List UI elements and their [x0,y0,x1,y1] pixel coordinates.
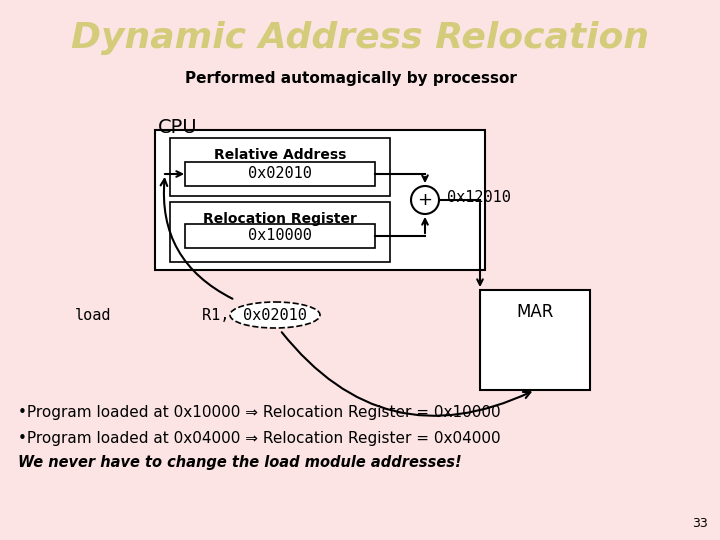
Bar [185,224,375,248]
Text: 0x02010: 0x02010 [248,166,312,181]
FancyArrowPatch shape [282,332,531,416]
Bar [185,162,375,186]
Text: 0x10000: 0x10000 [248,228,312,244]
Ellipse shape [230,302,320,328]
Text: CPU: CPU [158,118,197,137]
Text: Dynamic Address Relocation: Dynamic Address Relocation [71,21,649,55]
FancyArrowPatch shape [161,179,233,299]
Text: •Program loaded at 0x04000 ⇒ Relocation Register = 0x04000: •Program loaded at 0x04000 ⇒ Relocation … [18,430,500,445]
Bar [480,290,590,390]
Text: Relative Address: Relative Address [214,148,346,162]
Text: R1,: R1, [202,307,238,322]
Text: load: load [75,307,112,322]
Bar [155,130,485,270]
Bar [170,138,390,196]
Text: 0x12010: 0x12010 [447,190,511,205]
Text: +: + [418,191,433,209]
Text: •Program loaded at 0x10000 ⇒ Relocation Register = 0x10000: •Program loaded at 0x10000 ⇒ Relocation … [18,404,500,420]
Text: 33: 33 [692,517,708,530]
Text: MAR: MAR [516,303,554,321]
Text: 0x02010: 0x02010 [243,307,307,322]
Text: We never have to change the load module addresses!: We never have to change the load module … [18,455,462,469]
Text: Relocation Register: Relocation Register [203,212,357,226]
Circle shape [411,186,439,214]
Bar [170,202,390,262]
Text: Performed automagically by processor: Performed automagically by processor [185,71,517,85]
